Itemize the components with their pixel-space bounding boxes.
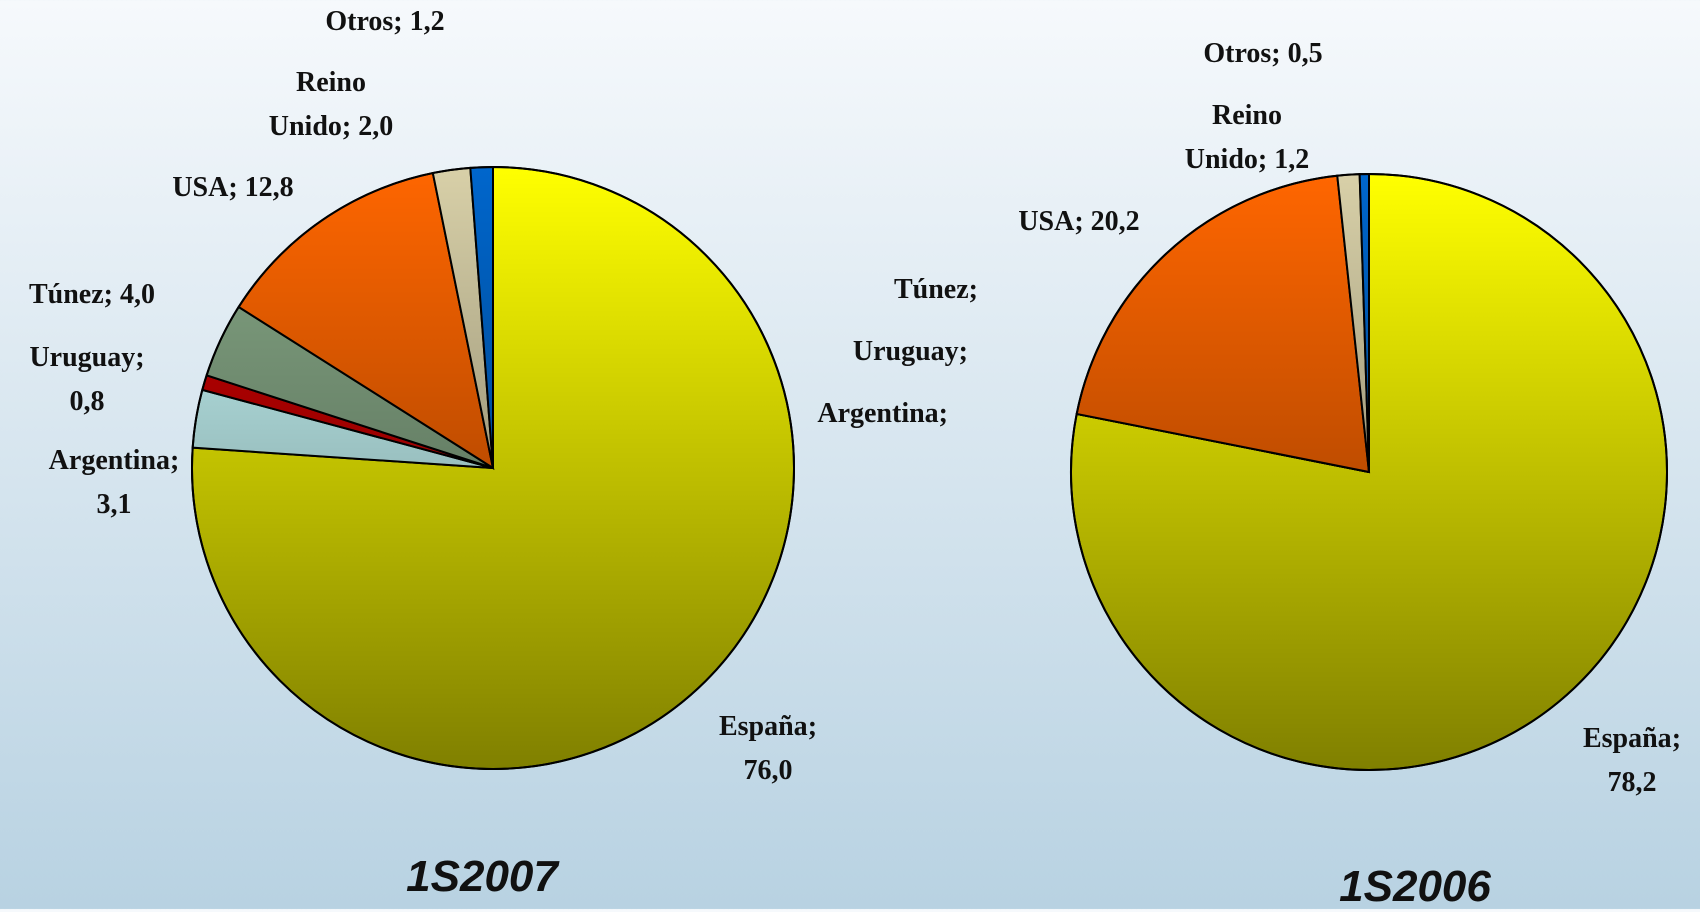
label-value: 0,8 (69, 386, 105, 417)
label-category: Otros (325, 6, 394, 37)
label-category: USA (172, 172, 229, 203)
label-separator: ; (103, 279, 120, 310)
label-separator: ; (341, 111, 359, 142)
label-separator: ; (1671, 723, 1682, 754)
label-value: 1,2 (1274, 144, 1310, 175)
data-label: Túnez; (838, 268, 978, 312)
label-value: 4,0 (120, 279, 155, 310)
label-category: Reino Unido (1184, 100, 1282, 175)
label-separator: ; (968, 274, 978, 305)
label-separator: ; (1271, 38, 1288, 69)
data-label: USA; 20,2 (979, 200, 1179, 244)
label-category: España (1582, 723, 1672, 754)
data-label: Reino Unido; 1,2 (1172, 94, 1322, 182)
pie-outline (191, 166, 795, 770)
label-category: Uruguay (29, 342, 136, 373)
chart-title: 1S2006 (1339, 862, 1491, 911)
chart-title: 1S2007 (406, 852, 558, 901)
label-value: 1,2 (409, 6, 445, 37)
label-separator: ; (393, 6, 410, 37)
label-separator: ; (228, 172, 245, 203)
data-label: Reino Unido; 2,0 (256, 61, 406, 149)
label-value: 0,5 (1287, 38, 1323, 69)
label-value: 2,0 (358, 111, 394, 142)
label-category: Reino Unido (268, 67, 366, 142)
label-separator: ; (1074, 206, 1091, 237)
data-label: Argentina; (788, 392, 948, 436)
label-category: USA (1018, 206, 1075, 237)
label-value: 78,2 (1607, 767, 1657, 798)
data-label: Uruguay; (828, 330, 968, 374)
label-category: Túnez (893, 274, 969, 305)
label-category: Argentina (817, 398, 939, 429)
label-value: 3,1 (96, 489, 132, 520)
label-value: 12,8 (244, 172, 294, 203)
data-label: USA; 12,8 (133, 166, 333, 210)
label-separator: ; (807, 711, 818, 742)
label-category: Argentina (48, 445, 170, 476)
label-separator: ; (170, 445, 180, 476)
label-category: Túnez (28, 279, 104, 310)
data-label: Túnez; 4,0 (0, 273, 192, 317)
label-separator: ; (958, 336, 968, 367)
label-separator: ; (1257, 144, 1275, 175)
label-category: Otros (1203, 38, 1272, 69)
data-label: Otros; 0,5 (1163, 32, 1363, 76)
data-label: España; 76,0 (713, 705, 823, 793)
label-category: España (718, 711, 808, 742)
data-label: Otros; 1,2 (285, 0, 485, 44)
label-value: 20,2 (1090, 206, 1140, 237)
label-separator: ; (135, 342, 145, 373)
data-label: España; 78,2 (1577, 717, 1687, 805)
label-value: 76,0 (743, 755, 793, 786)
data-label: Argentina; 3,1 (34, 439, 194, 527)
pie-outline (1070, 173, 1668, 771)
label-separator: ; (938, 398, 948, 429)
label-category: Uruguay (852, 336, 959, 367)
data-label: Uruguay; 0,8 (17, 336, 157, 424)
